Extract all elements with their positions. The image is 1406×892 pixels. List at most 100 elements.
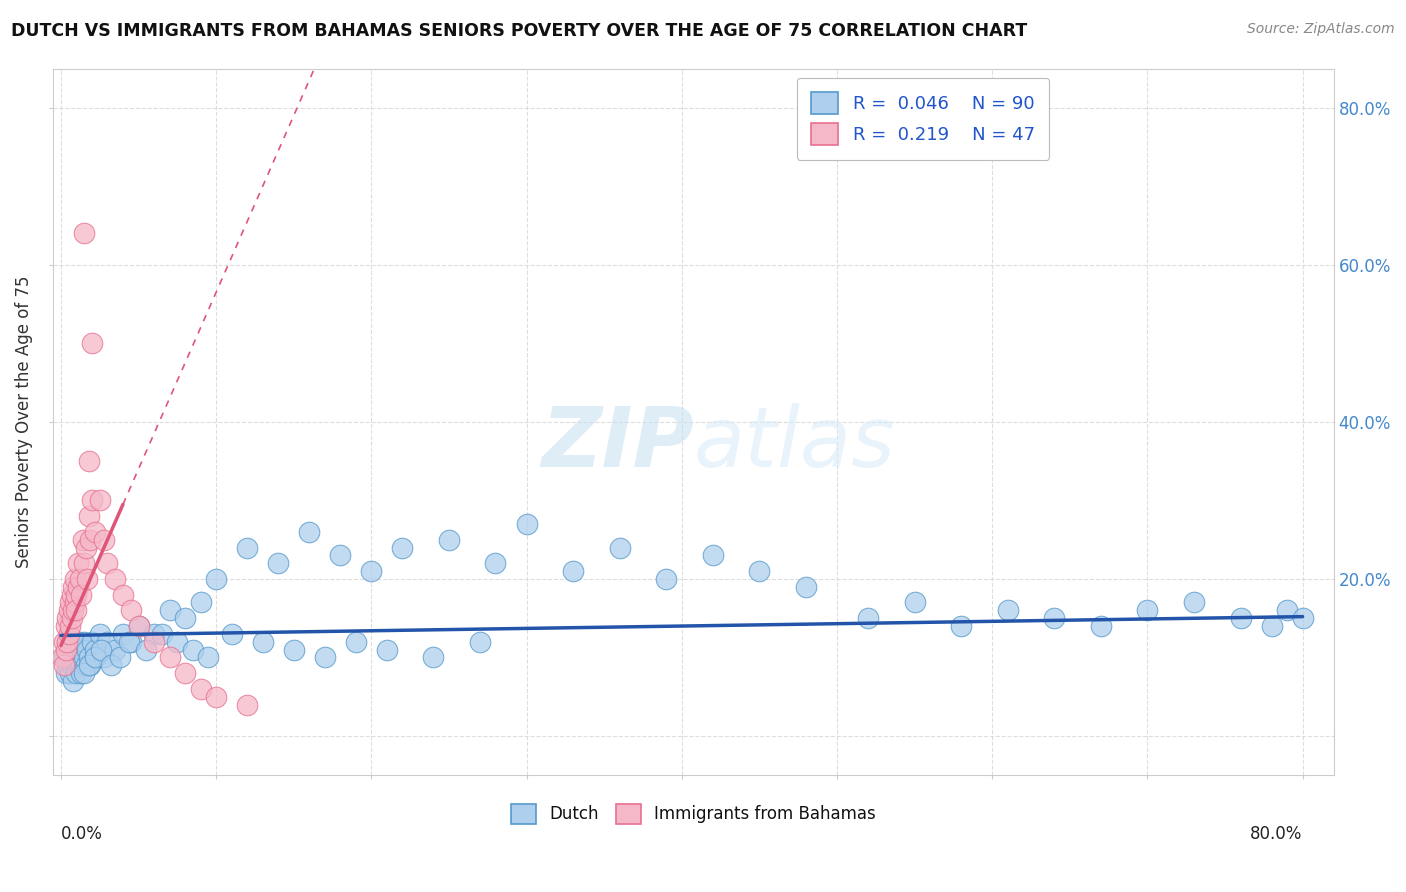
Point <box>856 611 879 625</box>
Point <box>80 336 103 351</box>
Point <box>66 642 89 657</box>
Point <box>70 588 93 602</box>
Point <box>422 650 444 665</box>
Point <box>73 227 96 241</box>
Point <box>79 533 101 547</box>
Point <box>66 580 89 594</box>
Point <box>128 619 150 633</box>
Point <box>1090 619 1112 633</box>
Point <box>69 634 91 648</box>
Point <box>76 642 98 657</box>
Point <box>73 650 96 665</box>
Point <box>903 595 925 609</box>
Point <box>794 580 817 594</box>
Point <box>118 634 141 648</box>
Point <box>1182 595 1205 609</box>
Point <box>72 642 94 657</box>
Point <box>197 650 219 665</box>
Point <box>65 650 87 665</box>
Point <box>65 588 87 602</box>
Point <box>159 650 181 665</box>
Point <box>84 642 107 657</box>
Point <box>120 603 142 617</box>
Point <box>96 634 118 648</box>
Point <box>75 658 97 673</box>
Point <box>143 627 166 641</box>
Point <box>221 627 243 641</box>
Point <box>748 564 770 578</box>
Point <box>66 658 89 673</box>
Point <box>205 572 228 586</box>
Point <box>65 603 87 617</box>
Point <box>111 627 134 641</box>
Point <box>53 658 76 673</box>
Point <box>69 650 91 665</box>
Point <box>70 658 93 673</box>
Point <box>63 595 86 609</box>
Point <box>77 658 100 673</box>
Point <box>59 619 82 633</box>
Point <box>56 634 79 648</box>
Text: DUTCH VS IMMIGRANTS FROM BAHAMAS SENIORS POVERTY OVER THE AGE OF 75 CORRELATION : DUTCH VS IMMIGRANTS FROM BAHAMAS SENIORS… <box>11 22 1028 40</box>
Point <box>190 595 212 609</box>
Point <box>89 627 111 641</box>
Point <box>73 556 96 570</box>
Point <box>65 666 87 681</box>
Point <box>166 634 188 648</box>
Point <box>104 572 127 586</box>
Point <box>111 588 134 602</box>
Point <box>60 611 83 625</box>
Point <box>62 580 84 594</box>
Text: Source: ZipAtlas.com: Source: ZipAtlas.com <box>1247 22 1395 37</box>
Point <box>77 650 100 665</box>
Point <box>1229 611 1251 625</box>
Point <box>515 516 537 531</box>
Point <box>174 611 197 625</box>
Point <box>468 634 491 648</box>
Point <box>63 642 86 657</box>
Point <box>609 541 631 555</box>
Point <box>72 533 94 547</box>
Point <box>56 634 79 648</box>
Text: ZIP: ZIP <box>541 402 693 483</box>
Point <box>108 650 131 665</box>
Point <box>59 595 82 609</box>
Point <box>143 634 166 648</box>
Point <box>60 658 83 673</box>
Point <box>63 658 86 673</box>
Point <box>181 642 204 657</box>
Point <box>77 509 100 524</box>
Point <box>190 681 212 696</box>
Point <box>135 642 157 657</box>
Point <box>73 666 96 681</box>
Point <box>1043 611 1066 625</box>
Point <box>655 572 678 586</box>
Point <box>236 541 259 555</box>
Point <box>53 650 76 665</box>
Text: 0.0%: 0.0% <box>60 825 103 843</box>
Point <box>53 634 76 648</box>
Point <box>63 572 86 586</box>
Point <box>298 524 321 539</box>
Point <box>702 549 724 563</box>
Point <box>1136 603 1159 617</box>
Point <box>56 611 79 625</box>
Point <box>120 634 142 648</box>
Point <box>58 603 80 617</box>
Point <box>69 572 91 586</box>
Point <box>79 658 101 673</box>
Point <box>252 634 274 648</box>
Point <box>159 603 181 617</box>
Point <box>75 541 97 555</box>
Point <box>55 642 77 657</box>
Point <box>950 619 973 633</box>
Point <box>391 541 413 555</box>
Point <box>484 556 506 570</box>
Point <box>437 533 460 547</box>
Point <box>90 642 112 657</box>
Point <box>55 666 77 681</box>
Point <box>56 658 79 673</box>
Point <box>62 650 84 665</box>
Point <box>997 603 1019 617</box>
Point <box>1291 611 1313 625</box>
